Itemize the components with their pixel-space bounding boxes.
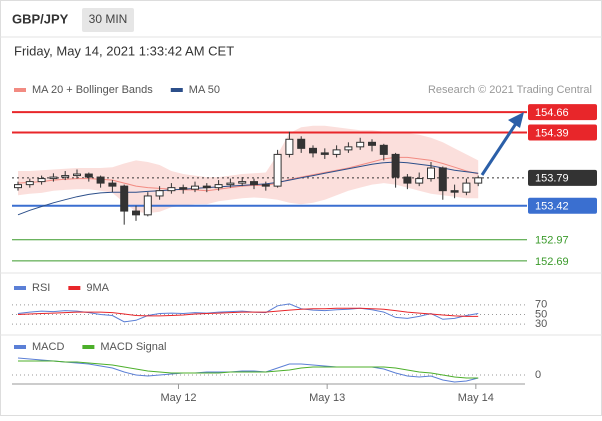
- level-label: 153.42: [535, 201, 569, 213]
- timestamp: Friday, May 14, 2021 1:33:42 AM CET: [14, 43, 234, 58]
- legend-label: RSI: [32, 282, 50, 294]
- candle-body: [179, 187, 188, 190]
- candle-body: [450, 190, 459, 193]
- candle-body: [108, 182, 117, 187]
- legend-label: MACD Signal: [100, 341, 166, 353]
- timeframe[interactable]: 30 MIN: [89, 12, 128, 26]
- candle-body: [344, 146, 353, 151]
- x-tick-label: May 12: [160, 392, 196, 404]
- candle-body: [403, 176, 412, 184]
- level-label: 153.79: [535, 173, 569, 185]
- candle-body: [167, 187, 176, 192]
- candle-body: [84, 173, 93, 178]
- x-tick-label: May 13: [309, 392, 345, 404]
- legend-swatch: [170, 88, 183, 92]
- level-label: 152.97: [535, 235, 569, 247]
- x-tick-label: May 14: [458, 392, 494, 404]
- forecast-arrow: [480, 121, 519, 176]
- legend-label: MA 50: [189, 84, 220, 96]
- candle-body: [438, 167, 447, 192]
- candle-body: [297, 138, 306, 149]
- candle-body: [61, 175, 70, 178]
- candle-body: [474, 177, 483, 184]
- level-box: [528, 197, 597, 214]
- candle-body: [273, 153, 282, 187]
- candle-body: [155, 190, 164, 197]
- y-tick-label: 30: [535, 318, 547, 330]
- level-label: 154.66: [535, 107, 569, 119]
- candle-body: [214, 184, 223, 189]
- level-box: [528, 169, 597, 186]
- candle-body: [250, 181, 258, 186]
- candle-body: [320, 152, 329, 155]
- symbol: GBP/JPY: [12, 11, 69, 26]
- legend-swatch: [14, 286, 26, 290]
- plot-layer: 154.66 154.39 153.79 153.42 152.97 152.69 May …: [12, 84, 597, 404]
- legend-swatch: [14, 88, 26, 92]
- candle-body: [356, 141, 365, 148]
- credit: Research © 2021 Trading Central: [428, 84, 592, 96]
- candle-body: [37, 178, 46, 183]
- indicator-line: [17, 357, 479, 383]
- y-tick-label: 70: [535, 299, 547, 311]
- ma-line: [17, 161, 479, 216]
- candle-body: [415, 178, 424, 184]
- candle-body: [309, 147, 317, 154]
- indicator-line: [18, 360, 479, 379]
- candle-body: [332, 149, 341, 155]
- candle-body: [285, 138, 294, 155]
- candle-body: [73, 173, 81, 177]
- legend-label: MACD: [32, 341, 64, 353]
- candle-body: [202, 185, 211, 189]
- legend-label: MA 20 + Bollinger Bands: [32, 84, 153, 96]
- candle-body: [25, 181, 34, 186]
- candle-body: [96, 176, 105, 184]
- y-tick-label: 0: [535, 369, 541, 381]
- ma-line: [17, 156, 479, 192]
- forecast-arrowhead: [508, 112, 524, 128]
- legend-swatch: [68, 286, 81, 290]
- candle-body: [462, 182, 471, 193]
- candle-body: [368, 141, 376, 146]
- level-label: 154.39: [535, 127, 569, 139]
- candle-body: [120, 185, 129, 212]
- candle-body: [191, 185, 199, 190]
- timeframe-box[interactable]: [82, 8, 134, 32]
- candle-body: [226, 182, 235, 186]
- level-box: [528, 124, 597, 141]
- candle-body: [391, 153, 400, 178]
- y-tick-label: 50: [535, 308, 547, 320]
- legend-swatch: [82, 345, 95, 349]
- candle-body: [14, 184, 22, 189]
- candle-body: [427, 167, 435, 180]
- bollinger-band: [18, 125, 479, 214]
- candle-body: [238, 181, 247, 184]
- candle-body: [143, 195, 152, 216]
- legend-swatch: [14, 345, 26, 349]
- level-box: [528, 104, 597, 121]
- candle-body: [261, 184, 270, 187]
- legend-label: 9MA: [86, 282, 109, 294]
- candle-body: [132, 210, 140, 216]
- indicator-line: [17, 307, 479, 317]
- level-label: 152.69: [535, 256, 569, 268]
- candle-body: [379, 144, 388, 155]
- candle-body: [49, 176, 58, 180]
